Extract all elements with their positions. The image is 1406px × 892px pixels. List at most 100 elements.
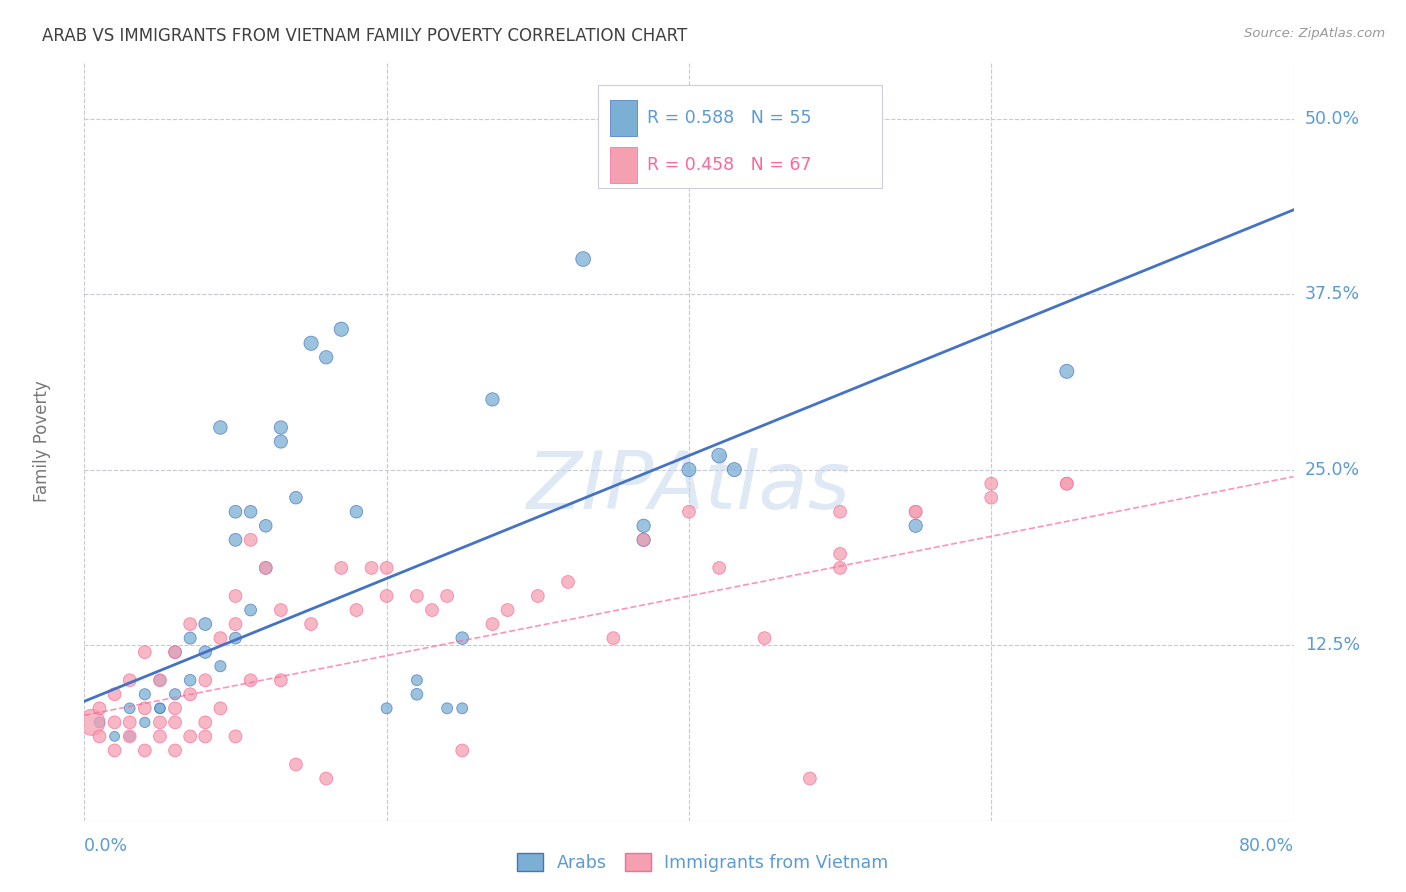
Point [633, 533, 655, 547]
Point [406, 673, 429, 688]
Point [830, 547, 852, 561]
Point [980, 491, 1002, 505]
Point [104, 687, 127, 701]
Point [406, 687, 429, 701]
Point [89, 701, 111, 715]
Point [179, 617, 201, 632]
Point [165, 743, 187, 757]
Point [89, 715, 111, 730]
Text: 12.5%: 12.5% [1305, 636, 1360, 654]
Point [481, 617, 503, 632]
Point [134, 743, 156, 757]
Point [209, 420, 232, 434]
Point [299, 336, 322, 351]
Point [254, 561, 277, 575]
Point [375, 589, 398, 603]
Point [254, 518, 277, 533]
Point [225, 730, 247, 744]
Point [149, 701, 172, 715]
Point [194, 715, 217, 730]
Point [451, 743, 474, 757]
Point [436, 701, 458, 715]
Point [118, 730, 141, 744]
Point [239, 533, 262, 547]
Point [420, 603, 443, 617]
Point [239, 505, 262, 519]
Point [179, 673, 201, 688]
Point [285, 491, 308, 505]
Point [1056, 364, 1078, 378]
Point [572, 252, 595, 266]
Point [134, 687, 156, 701]
Point [904, 518, 927, 533]
Point [436, 589, 458, 603]
Point [723, 462, 745, 476]
Point [80, 715, 103, 730]
Point [239, 603, 262, 617]
Point [225, 533, 247, 547]
Point [299, 617, 322, 632]
Point [678, 505, 700, 519]
Point [496, 603, 519, 617]
Point [179, 687, 201, 701]
Point [118, 715, 141, 730]
Point [104, 715, 127, 730]
Text: 37.5%: 37.5% [1305, 285, 1360, 303]
Point [633, 518, 655, 533]
Point [104, 730, 127, 744]
Point [830, 505, 852, 519]
Point [709, 561, 731, 575]
Text: Source: ZipAtlas.com: Source: ZipAtlas.com [1244, 27, 1385, 40]
Point [375, 701, 398, 715]
Point [239, 673, 262, 688]
Point [527, 589, 550, 603]
Point [270, 673, 292, 688]
Point [633, 533, 655, 547]
Point [254, 561, 277, 575]
Point [360, 561, 382, 575]
Point [194, 730, 217, 744]
Point [149, 673, 172, 688]
Point [270, 434, 292, 449]
Point [194, 617, 217, 632]
Point [346, 603, 368, 617]
Point [270, 603, 292, 617]
Point [315, 772, 337, 786]
Point [678, 462, 700, 476]
Point [179, 730, 201, 744]
Point [451, 631, 474, 645]
Point [904, 505, 927, 519]
Point [179, 631, 201, 645]
Text: 50.0%: 50.0% [1305, 110, 1360, 128]
Point [557, 574, 579, 589]
Point [451, 701, 474, 715]
Point [980, 476, 1002, 491]
Point [754, 168, 776, 182]
Text: R = 0.458   N = 67: R = 0.458 N = 67 [647, 156, 811, 174]
Point [134, 645, 156, 659]
Bar [610, 147, 637, 183]
Point [149, 715, 172, 730]
Point [209, 659, 232, 673]
Point [165, 687, 187, 701]
Point [406, 589, 429, 603]
Text: ZIPAtlas: ZIPAtlas [527, 448, 851, 526]
Point [754, 631, 776, 645]
Point [1056, 476, 1078, 491]
Text: 0.0%: 0.0% [84, 838, 128, 855]
Point [602, 631, 624, 645]
Point [225, 631, 247, 645]
Point [799, 772, 821, 786]
Point [1056, 476, 1078, 491]
Point [134, 715, 156, 730]
Point [134, 701, 156, 715]
Point [89, 730, 111, 744]
Point [904, 505, 927, 519]
Point [270, 420, 292, 434]
Point [104, 743, 127, 757]
Point [165, 701, 187, 715]
Point [149, 673, 172, 688]
Point [330, 561, 353, 575]
Point [209, 701, 232, 715]
Point [225, 617, 247, 632]
